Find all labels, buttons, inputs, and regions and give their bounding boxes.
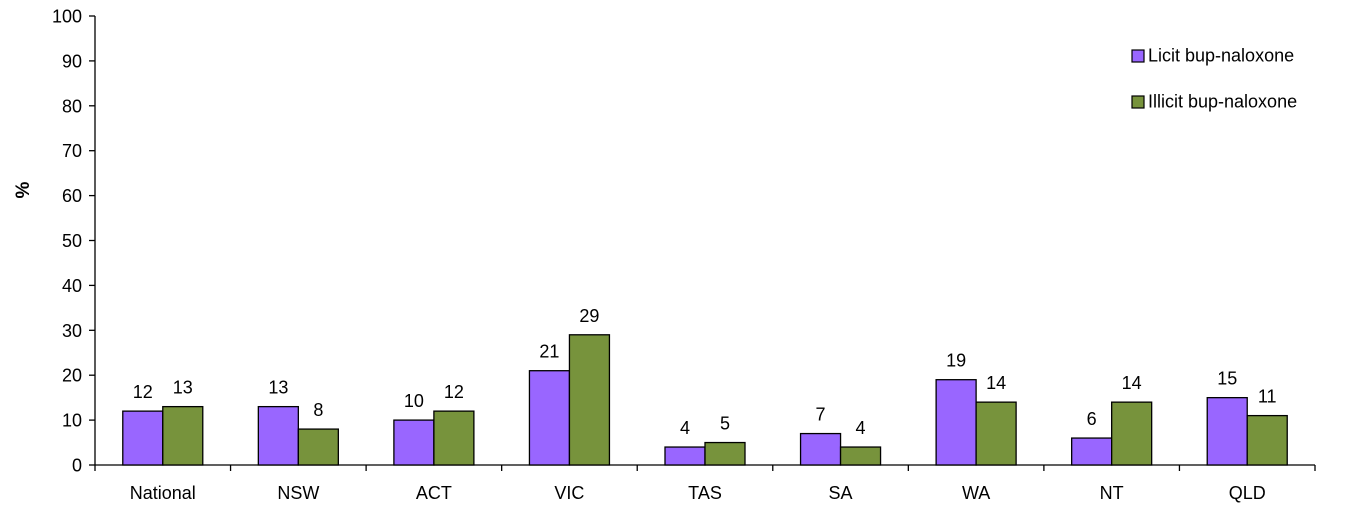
bar-illicit-bup-naloxone-qld [1246,414,1288,466]
data-label: 15 [1217,369,1237,389]
y-tick-label: 80 [62,96,82,116]
data-labels: 12 13 13 8 10 12 21 29 4 5 7 4 19 14 6 14 15 11 [133,306,1277,438]
y-axis: 0 10 20 30 40 50 60 70 80 90 100 [52,7,96,476]
bar-licit-bup-naloxone-tas [664,446,706,466]
legend-label: Licit bup-naloxone [1148,46,1294,66]
y-tick-label: 60 [62,186,82,206]
y-tick-label: 10 [62,411,82,431]
data-label: 5 [720,414,730,434]
bar-illicit-bup-naloxone-nsw [297,428,339,466]
data-label: 4 [680,418,690,438]
legend-swatch [1131,49,1145,63]
bar-licit-bup-naloxone-wa [935,379,977,466]
data-label: 4 [856,418,866,438]
legend-label: Illicit bup-naloxone [1148,92,1297,112]
data-label: 19 [946,351,966,371]
data-label: 21 [539,342,559,362]
data-label: 29 [579,306,599,326]
data-label: 14 [1122,373,1142,393]
x-tick-label: SA [829,483,853,503]
bar-illicit-bup-naloxone-tas [704,441,746,466]
data-label: 6 [1087,409,1097,429]
data-label: 14 [986,373,1006,393]
y-tick-label: 50 [62,231,82,251]
data-label: 12 [444,382,464,402]
y-tick-label: 0 [72,456,82,476]
bar-illicit-bup-naloxone-sa [839,446,882,466]
data-label: 11 [1258,387,1277,407]
legend-swatch [1131,95,1145,109]
bars [122,334,1288,466]
bar-illicit-bup-naloxone-wa [975,401,1017,466]
bar-licit-bup-naloxone-nsw [257,405,299,466]
x-tick-label: NSW [277,483,319,503]
x-tick-label: WA [962,483,990,503]
bar-licit-bup-naloxone-qld [1206,396,1248,466]
bar-licit-bup-naloxone-vic [528,370,571,466]
bar-illicit-bup-naloxone-national [162,405,204,466]
data-label: 13 [173,378,193,398]
bar-illicit-bup-naloxone-nt [1111,401,1153,466]
y-tick-label: 40 [62,276,82,296]
bar-licit-bup-naloxone-nt [1071,437,1113,466]
data-label: 8 [313,400,323,420]
y-tick-label: 20 [62,366,82,386]
x-tick-label: NT [1100,483,1124,503]
bar-licit-bup-naloxone-national [122,410,164,466]
x-tick-label: National [130,483,196,503]
y-tick-label: 100 [52,7,82,27]
y-tick-label: 30 [62,321,82,341]
x-tick-label: QLD [1229,483,1266,503]
x-tick-label: VIC [554,483,584,503]
x-axis: National NSW ACT VIC TAS SA WA NT QLD [94,464,1316,503]
x-tick-label: TAS [688,483,722,503]
y-tick-label: 90 [62,51,82,71]
y-axis-title: % [13,181,34,198]
bar-illicit-bup-naloxone-act [433,410,475,466]
x-tick-label: ACT [416,483,452,503]
data-label: 13 [268,378,288,398]
bar-licit-bup-naloxone-act [393,419,435,466]
data-label: 10 [404,391,424,411]
y-tick-label: 70 [62,141,82,161]
data-label: 7 [816,405,826,425]
legend: Licit bup-naloxone Illicit bup-naloxone [1131,46,1297,112]
bar-licit-bup-naloxone-sa [799,432,842,466]
data-label: 12 [133,382,153,402]
bar-illicit-bup-naloxone-vic [568,334,611,466]
